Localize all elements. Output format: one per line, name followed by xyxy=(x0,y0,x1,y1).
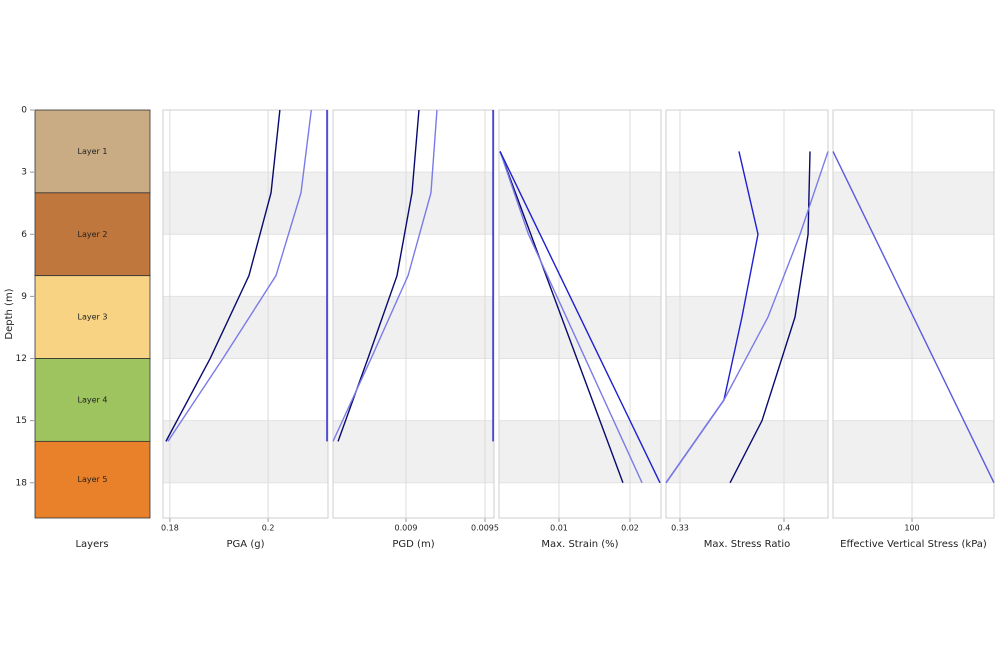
band xyxy=(666,296,828,359)
panel-frame xyxy=(332,109,495,519)
x-axis-label: Max. Strain (%) xyxy=(541,539,618,550)
x-tick-label: 0.02 xyxy=(621,524,639,533)
layer-label: Layer 2 xyxy=(78,230,108,239)
x-axis-label: Effective Vertical Stress (kPa) xyxy=(840,539,987,550)
profile-line xyxy=(167,109,312,442)
x-tick-label: 0.01 xyxy=(550,524,568,533)
layer-label: Layer 5 xyxy=(78,475,108,484)
panel-frame xyxy=(832,109,995,519)
profile-line xyxy=(832,151,995,484)
band xyxy=(833,420,994,483)
y-tick-label: 6 xyxy=(21,230,27,240)
layer xyxy=(34,358,151,442)
layer-label: Layer 4 xyxy=(78,395,108,404)
layer-label: Layer 3 xyxy=(78,313,108,322)
profile-line xyxy=(165,109,281,442)
band xyxy=(333,420,494,483)
panel-frame xyxy=(162,109,329,519)
x-axis-label: Max. Stress Ratio xyxy=(704,539,791,550)
x-tick-label: 0.0095 xyxy=(471,524,499,533)
x-tick-label: 0.33 xyxy=(671,524,689,533)
profile-line xyxy=(499,151,643,484)
layer xyxy=(34,440,151,519)
x-tick-label: 0.2 xyxy=(262,524,275,533)
band xyxy=(666,420,828,483)
panel-frame xyxy=(665,109,829,519)
y-tick-label: 18 xyxy=(16,478,28,488)
layer-label: Layer 1 xyxy=(78,147,108,156)
band xyxy=(499,172,661,235)
band xyxy=(333,296,494,359)
band xyxy=(499,420,661,483)
band xyxy=(163,172,328,235)
y-tick-label: 15 xyxy=(16,416,27,426)
profile-line xyxy=(665,151,829,484)
layers-label: Layers xyxy=(75,539,108,550)
profile-line xyxy=(499,151,624,484)
y-tick-label: 9 xyxy=(21,292,27,302)
x-tick-label: 0.18 xyxy=(161,524,179,533)
band xyxy=(666,172,828,235)
band xyxy=(833,172,994,235)
profile-line xyxy=(499,151,661,484)
x-tick-label: 0.009 xyxy=(395,524,418,533)
y-tick-label: 0 xyxy=(21,106,27,116)
profile-line xyxy=(332,109,438,442)
y-axis-label: Depth (m) xyxy=(4,288,15,339)
x-tick-label: 0.4 xyxy=(778,524,791,533)
x-tick-label: 100 xyxy=(904,524,919,533)
band xyxy=(163,420,328,483)
y-tick-label: 12 xyxy=(16,354,27,364)
band xyxy=(833,296,994,359)
panel-frame xyxy=(498,109,662,519)
band xyxy=(499,296,661,359)
y-tick-label: 3 xyxy=(21,168,27,178)
x-axis-label: PGA (g) xyxy=(227,539,265,550)
layer xyxy=(34,192,151,277)
x-axis-label: PGD (m) xyxy=(392,539,434,550)
band xyxy=(163,296,328,359)
layer xyxy=(34,275,151,359)
